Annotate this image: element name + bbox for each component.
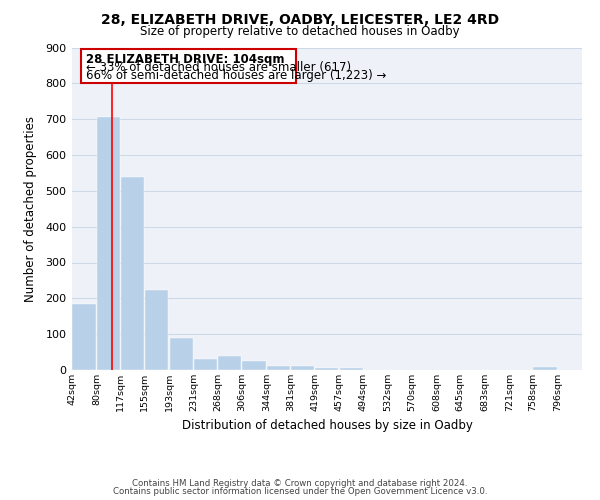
Bar <box>340 368 363 370</box>
Bar <box>145 290 168 370</box>
Text: Contains public sector information licensed under the Open Government Licence v3: Contains public sector information licen… <box>113 487 487 496</box>
X-axis label: Distribution of detached houses by size in Oadby: Distribution of detached houses by size … <box>182 420 472 432</box>
Bar <box>218 356 241 370</box>
Text: Contains HM Land Registry data © Crown copyright and database right 2024.: Contains HM Land Registry data © Crown c… <box>132 478 468 488</box>
Text: ← 33% of detached houses are smaller (617): ← 33% of detached houses are smaller (61… <box>86 61 351 74</box>
FancyBboxPatch shape <box>81 50 296 84</box>
Bar <box>194 358 217 370</box>
Bar <box>533 367 557 370</box>
Text: Size of property relative to detached houses in Oadby: Size of property relative to detached ho… <box>140 25 460 38</box>
Text: 28 ELIZABETH DRIVE: 104sqm: 28 ELIZABETH DRIVE: 104sqm <box>86 53 284 66</box>
Bar <box>97 116 120 370</box>
Bar <box>121 176 144 370</box>
Bar <box>315 368 338 370</box>
Bar <box>170 338 193 370</box>
Bar <box>73 304 95 370</box>
Y-axis label: Number of detached properties: Number of detached properties <box>24 116 37 302</box>
Bar <box>267 366 290 370</box>
Text: 28, ELIZABETH DRIVE, OADBY, LEICESTER, LE2 4RD: 28, ELIZABETH DRIVE, OADBY, LEICESTER, L… <box>101 12 499 26</box>
Text: 66% of semi-detached houses are larger (1,223) →: 66% of semi-detached houses are larger (… <box>86 68 386 82</box>
Bar <box>290 366 314 370</box>
Bar <box>242 361 266 370</box>
